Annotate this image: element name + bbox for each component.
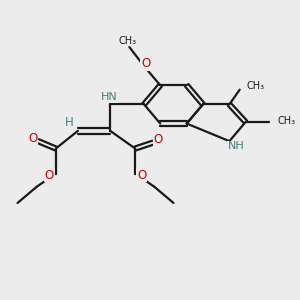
Text: H: H: [65, 116, 74, 129]
Text: NH: NH: [227, 142, 244, 152]
Text: O: O: [154, 133, 163, 146]
Text: CH₃: CH₃: [277, 116, 296, 126]
Text: CH₃: CH₃: [119, 36, 137, 46]
Text: O: O: [141, 57, 150, 70]
Text: HN: HN: [100, 92, 117, 102]
Text: CH₃: CH₃: [246, 81, 264, 91]
Text: O: O: [137, 169, 146, 182]
Text: O: O: [45, 169, 54, 182]
Text: O: O: [28, 132, 38, 145]
